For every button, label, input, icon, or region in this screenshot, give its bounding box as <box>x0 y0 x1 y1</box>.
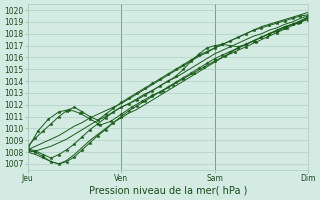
X-axis label: Pression niveau de la mer( hPa ): Pression niveau de la mer( hPa ) <box>89 186 247 196</box>
